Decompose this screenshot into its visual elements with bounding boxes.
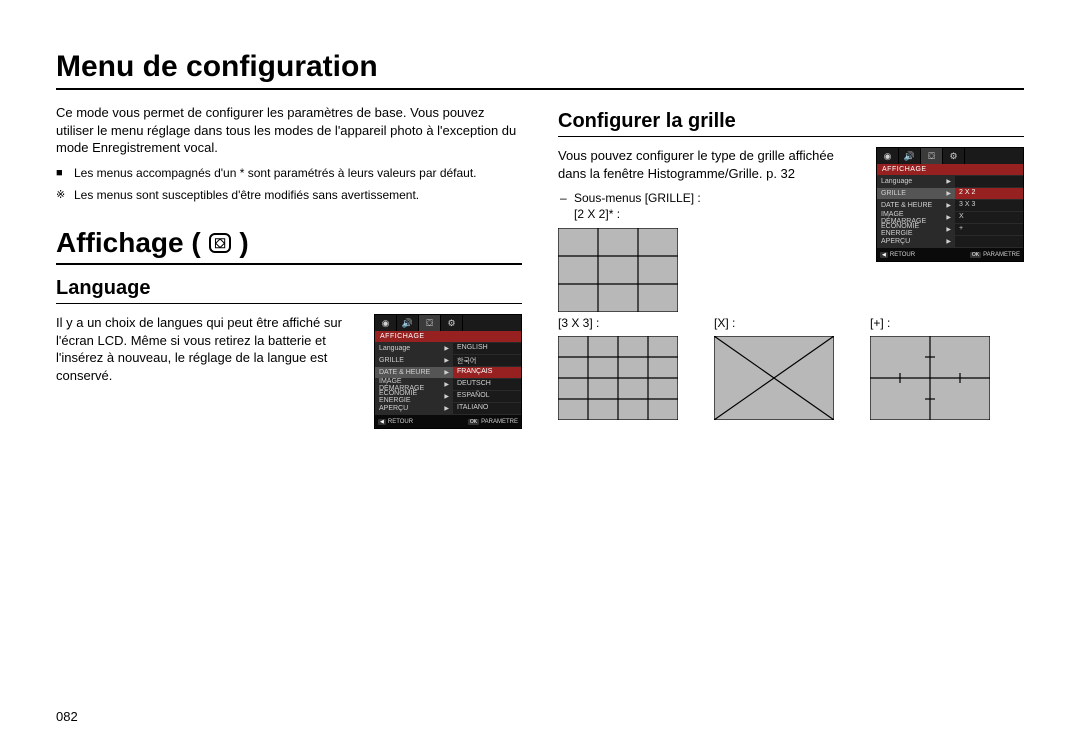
intro-text: Ce mode vous permet de configurer les pa… [56, 104, 522, 157]
grille-text: Vous pouvez configurer le type de grille… [558, 147, 862, 182]
page-title: Menu de configuration [56, 50, 1024, 90]
lcd-grille-menu: ◉🔊⛋⚙AFFICHAGELanguage▶GRILLE▶2 X 2DATE &… [876, 147, 1024, 262]
grille-heading: Configurer la grille [558, 110, 1024, 137]
grid-plus [870, 336, 990, 420]
label-3x3: [3 X 3] : [558, 316, 678, 330]
language-heading: Language [56, 277, 522, 304]
language-text: Il y a un choix de langues qui peut être… [56, 314, 360, 384]
grid-3x3 [558, 336, 678, 420]
grid-x [714, 336, 834, 420]
left-column: Ce mode vous permet de configurer les pa… [56, 104, 522, 429]
affichage-heading: Affichage (⛋) [56, 227, 522, 265]
display-icon: ⛋ [209, 233, 232, 253]
note-change: ※Les menus sont susceptibles d'être modi… [56, 187, 522, 203]
page-number: 082 [56, 709, 78, 724]
grid-2x2 [558, 228, 678, 312]
grille-submenu-label: Sous-menus [GRILLE] : [2 X 2]* : [574, 190, 862, 222]
label-x: [X] : [714, 316, 834, 330]
right-column: Configurer la grille Vous pouvez configu… [558, 104, 1024, 429]
lcd-language-menu: ◉🔊⛋⚙AFFICHAGELanguage▶ENGLISHGRILLE▶한국어D… [374, 314, 522, 429]
label-plus: [+] : [870, 316, 990, 330]
note-default: ■Les menus accompagnés d'un * sont param… [56, 165, 522, 181]
